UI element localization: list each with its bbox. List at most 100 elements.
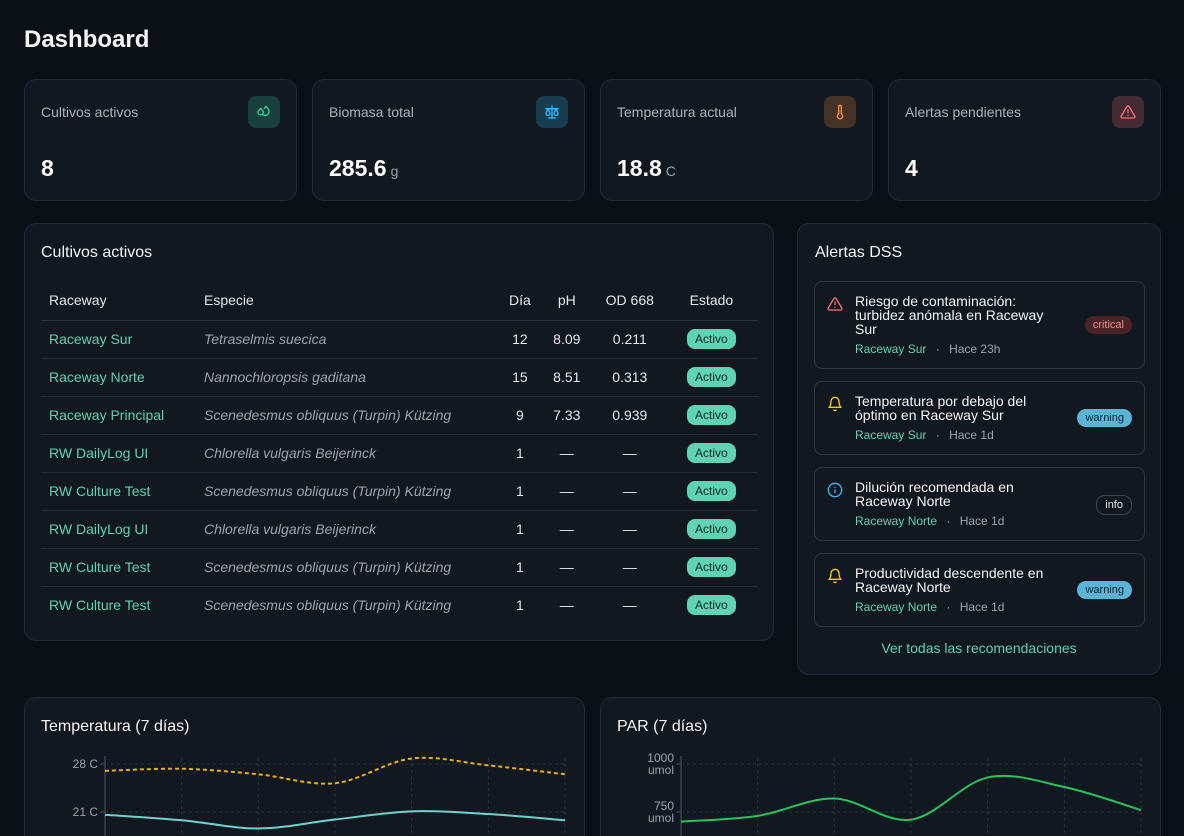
raceway-link[interactable]: RW DailyLog UI <box>41 434 196 473</box>
status-cell: Activo <box>664 548 758 587</box>
alert-triangle-icon <box>827 296 843 317</box>
species-cell: Scenedesmus obliquus (Turpin) Kützing <box>196 472 501 511</box>
day-cell: 12 <box>501 320 539 359</box>
ph-cell: 8.09 <box>538 320 595 359</box>
table-row[interactable]: Raceway Norte Nannochloropsis gaditana 1… <box>41 358 758 397</box>
stat-number: 8 <box>41 155 54 181</box>
stat-label: Biomasa total <box>329 104 414 120</box>
cultures-title: Cultivos activos <box>41 244 153 261</box>
stat-number: 18.8 <box>617 155 662 181</box>
table-header-row: Raceway Especie Día pH OD 668 Estado <box>41 280 758 321</box>
y-tick-label: 28 C <box>73 757 99 771</box>
status-cell: Activo <box>664 472 758 511</box>
stat-unit: g <box>390 163 399 179</box>
ph-cell: — <box>559 597 574 614</box>
status-cell: Activo <box>664 358 758 397</box>
status-badge: Activo <box>687 367 736 387</box>
alert-meta: Raceway Norte · Hace 1d <box>855 514 1004 528</box>
ph-cell: — <box>538 434 595 473</box>
stat-value: 18.8 C <box>617 155 676 182</box>
species-cell: Scenedesmus obliquus (Turpin) Kützing <box>196 548 501 587</box>
day-cell: 9 <box>501 396 539 435</box>
page-title: Dashboard <box>24 26 150 53</box>
stat-unit: C <box>665 163 676 179</box>
table-row[interactable]: RW Culture Test Scenedesmus obliquus (Tu… <box>41 586 758 624</box>
stat-label: Temperatura actual <box>617 104 737 120</box>
status-cell: Activo <box>665 586 758 624</box>
alert-location: Raceway Sur <box>855 342 927 356</box>
raceway-link[interactable]: Raceway Norte <box>41 358 196 397</box>
stat-label: Alertas pendientes <box>905 104 1021 120</box>
species-cell: Tetraselmis suecica <box>196 320 501 359</box>
y-tick-label: umol <box>648 811 674 825</box>
table-row[interactable]: RW Culture Test Scenedesmus obliquus (Tu… <box>41 548 758 587</box>
alert-item[interactable]: Dilución recomendada en Raceway Norte Ra… <box>814 467 1145 541</box>
temperature-chart: 28 C 21 C <box>73 756 566 836</box>
droplets-icon <box>248 96 280 128</box>
stat-value: 8 <box>41 155 54 182</box>
severity-badge: critical <box>1084 316 1132 334</box>
od-cell: — <box>622 597 637 614</box>
alert-title: Dilución recomendada en Raceway Norte <box>855 479 1014 509</box>
par-chart-card: PAR (7 días) 1000 umol 750 umol <box>600 697 1161 836</box>
y-tick-label: umol <box>648 763 674 777</box>
raceway-link[interactable]: RW DailyLog UI <box>41 510 196 549</box>
scale-icon <box>536 96 568 128</box>
severity-badge: warning <box>1077 409 1132 427</box>
severity-badge: info <box>1096 495 1132 515</box>
table-row[interactable]: Raceway Principal Scenedesmus obliquus (… <box>41 396 758 435</box>
od-cell: — <box>594 510 665 549</box>
temperature-chart-card: Temperatura (7 días) 28 C 21 C <box>24 697 585 836</box>
col-ph: pH <box>538 280 595 321</box>
meta-separator: · <box>935 428 940 442</box>
status-badge: Activo <box>687 443 736 463</box>
alert-meta: Raceway Sur · Hace 1d <box>855 428 994 442</box>
temperature-chart-title: Temperatura (7 días) <box>41 718 190 735</box>
stat-value: 285.6 g <box>329 155 398 182</box>
raceway-link[interactable]: RW Culture Test <box>41 472 196 511</box>
raceway-link[interactable]: RW Culture Test <box>49 597 151 614</box>
alert-item[interactable]: Temperatura por debajo del óptimo en Rac… <box>814 381 1145 455</box>
raceway-link[interactable]: RW Culture Test <box>41 548 196 587</box>
od-cell: 0.939 <box>594 396 665 435</box>
od-cell: 0.211 <box>594 320 665 359</box>
table-row[interactable]: RW Culture Test Scenedesmus obliquus (Tu… <box>41 472 758 511</box>
stat-card: Cultivos activos 8 <box>24 79 297 201</box>
stat-card: Temperatura actual 18.8 C <box>600 79 873 201</box>
series-line <box>680 774 1142 823</box>
alert-time: Hace 1d <box>949 428 994 442</box>
alert-location: Raceway Sur <box>855 428 927 442</box>
cultures-card: Cultivos activos Raceway Especie Día pH … <box>24 223 774 641</box>
alert-title: Riesgo de contaminación: turbidez anómal… <box>855 293 1044 337</box>
alert-item[interactable]: Productividad descendente en Raceway Nor… <box>814 553 1145 627</box>
ph-cell: — <box>538 510 595 549</box>
stat-label: Cultivos activos <box>41 104 139 120</box>
y-tick-label: 21 C <box>73 805 99 819</box>
cultures-table: Raceway Especie Día pH OD 668 Estado Rac… <box>41 280 758 624</box>
raceway-link[interactable]: Raceway Sur <box>41 320 196 359</box>
ph-cell: 8.51 <box>538 358 595 397</box>
severity-badge: warning <box>1077 581 1132 599</box>
meta-separator: · <box>946 514 951 528</box>
alert-item[interactable]: Riesgo de contaminación: turbidez anómal… <box>814 281 1145 369</box>
table-row[interactable]: Raceway Sur Tetraselmis suecica 12 8.09 … <box>41 320 758 359</box>
alert-triangle-icon <box>1112 96 1144 128</box>
par-chart-title: PAR (7 días) <box>617 718 708 735</box>
status-badge: Activo <box>687 557 736 577</box>
alert-time: Hace 23h <box>949 342 1001 356</box>
od-cell: — <box>594 434 665 473</box>
day-cell: 1 <box>501 548 539 587</box>
table-row[interactable]: RW DailyLog UI Chlorella vulgaris Beijer… <box>41 434 758 473</box>
table-row[interactable]: RW DailyLog UI Chlorella vulgaris Beijer… <box>41 510 758 549</box>
alert-title: Productividad descendente en Raceway Nor… <box>855 565 1044 595</box>
stat-number: 4 <box>905 155 918 181</box>
view-all-recommendations-link[interactable]: Ver todas las recomendaciones <box>881 640 1077 656</box>
species-cell: Chlorella vulgaris Beijerinck <box>196 434 501 473</box>
status-badge: Activo <box>687 329 736 349</box>
raceway-link[interactable]: Raceway Principal <box>41 396 196 435</box>
alerts-card: Alertas DSS Riesgo de contaminación: tur… <box>797 223 1161 675</box>
series-line <box>104 756 566 785</box>
day-cell: 1 <box>501 472 539 511</box>
species-cell: Scenedesmus obliquus (Turpin) Kützing <box>196 396 501 435</box>
status-cell: Activo <box>664 434 758 473</box>
